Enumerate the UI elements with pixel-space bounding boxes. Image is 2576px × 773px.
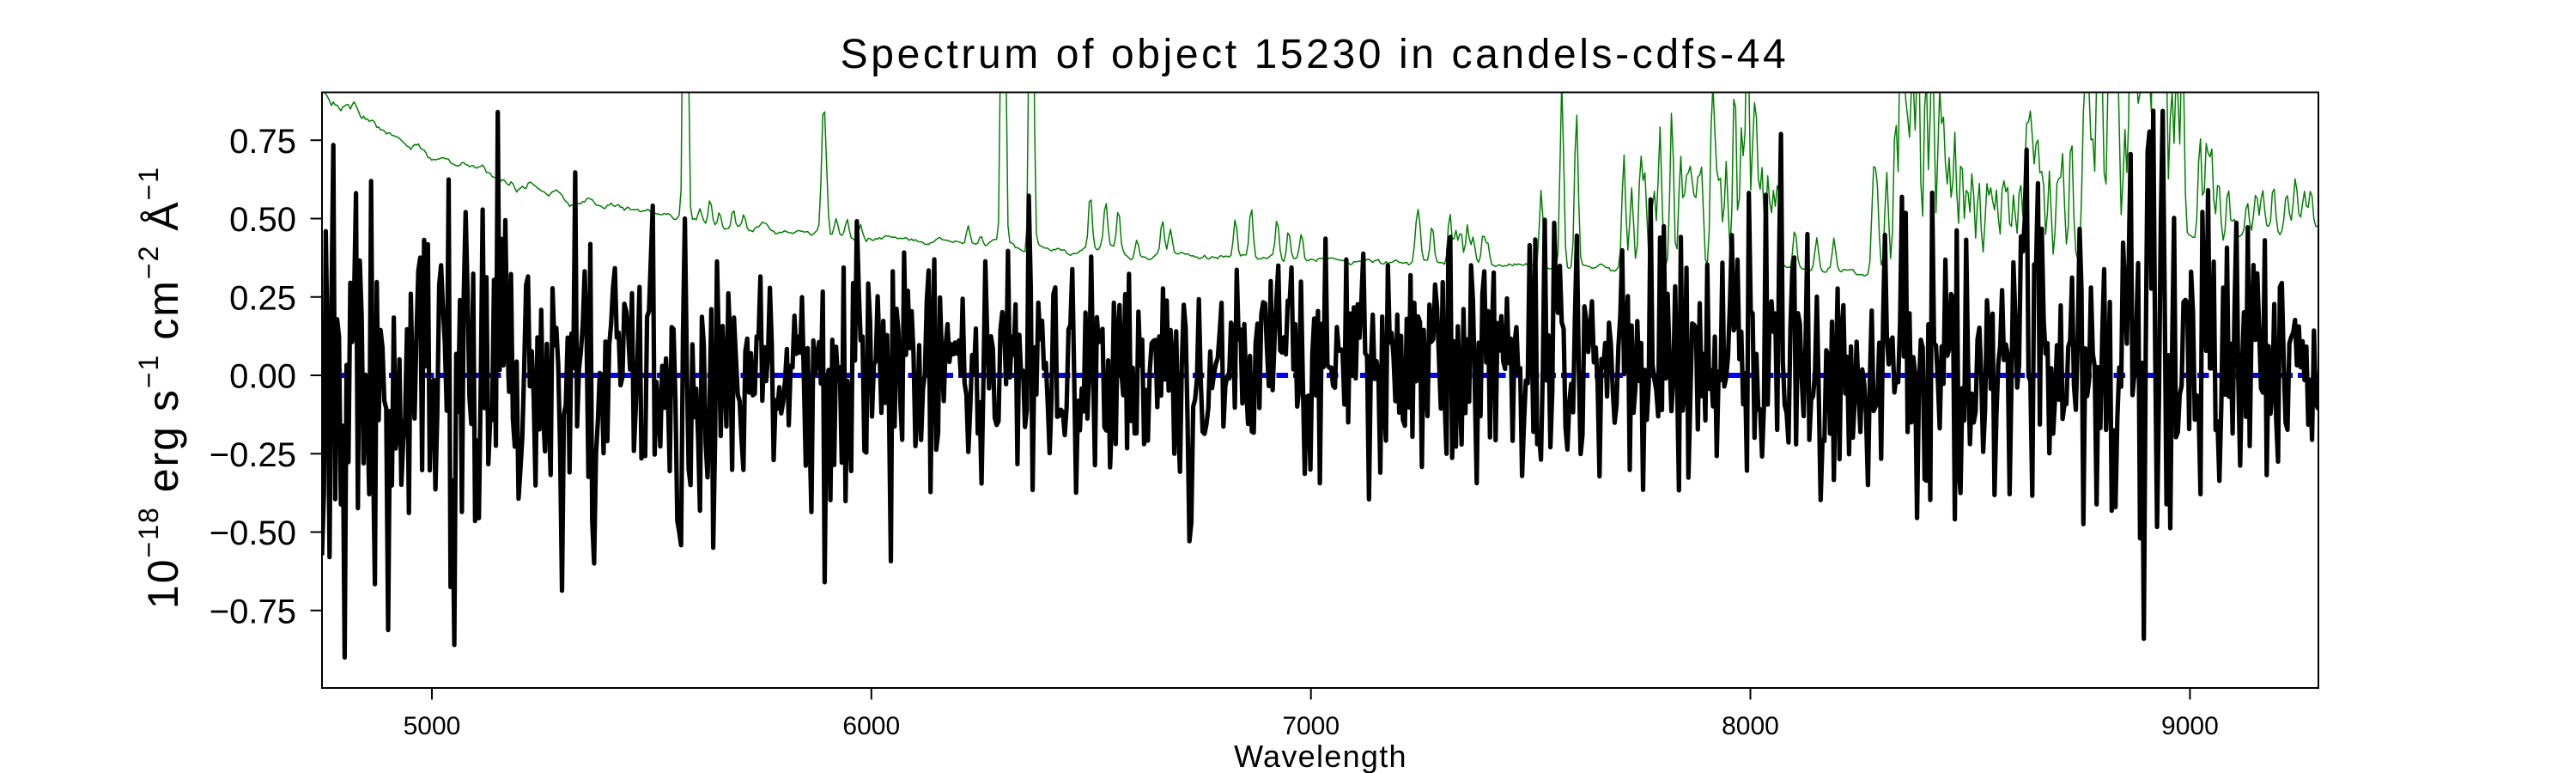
svg-text:Wavelength: Wavelength xyxy=(1234,739,1407,773)
svg-text:0.00: 0.00 xyxy=(229,358,296,396)
svg-text:−0.75: −0.75 xyxy=(210,593,296,630)
svg-text:7000: 7000 xyxy=(1282,712,1340,740)
svg-text:5000: 5000 xyxy=(404,712,461,740)
svg-text:0.75: 0.75 xyxy=(229,123,296,161)
svg-text:6000: 6000 xyxy=(842,712,900,740)
svg-text:8000: 8000 xyxy=(1722,712,1779,740)
svg-text:0.50: 0.50 xyxy=(229,201,296,239)
svg-text:10−18 erg s−1 cm−2 Å−1: 10−18 erg s−1 cm−2 Å−1 xyxy=(133,166,187,609)
svg-text:Spectrum of object 15230 in ca: Spectrum of object 15230 in candels-cdfs… xyxy=(841,32,1789,77)
svg-text:0.25: 0.25 xyxy=(229,279,296,317)
svg-text:−0.50: −0.50 xyxy=(210,514,296,552)
svg-text:−0.25: −0.25 xyxy=(210,436,296,474)
svg-text:9000: 9000 xyxy=(2161,712,2219,740)
